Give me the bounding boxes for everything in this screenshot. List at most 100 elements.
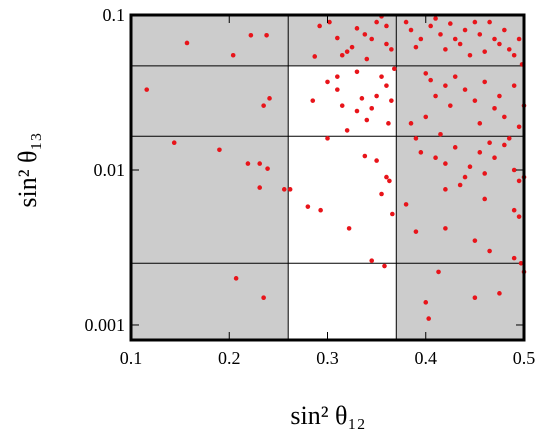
data-point bbox=[502, 27, 507, 33]
data-point bbox=[305, 204, 311, 209]
data-point bbox=[497, 291, 502, 296]
data-point bbox=[511, 167, 517, 173]
data-point bbox=[426, 316, 431, 321]
data-point bbox=[264, 32, 269, 38]
data-point bbox=[413, 44, 419, 50]
data-point bbox=[516, 36, 522, 42]
y-tick-label: 0.1 bbox=[103, 5, 126, 25]
data-point bbox=[384, 41, 389, 47]
data-point bbox=[438, 32, 443, 37]
y-tick-label: 0.001 bbox=[85, 315, 126, 335]
data-point bbox=[502, 114, 507, 120]
data-point bbox=[467, 164, 473, 170]
data-point bbox=[369, 36, 375, 42]
data-point bbox=[408, 27, 414, 33]
data-point bbox=[267, 96, 272, 101]
data-point bbox=[408, 121, 414, 126]
data-point bbox=[448, 103, 453, 108]
data-point bbox=[346, 226, 352, 231]
data-point bbox=[443, 161, 448, 166]
data-point bbox=[443, 187, 448, 192]
data-point bbox=[265, 166, 270, 171]
data-point bbox=[477, 121, 483, 126]
data-point bbox=[257, 185, 263, 190]
data-point bbox=[443, 47, 448, 52]
data-point bbox=[433, 16, 438, 21]
data-point bbox=[384, 174, 389, 180]
data-point bbox=[317, 23, 322, 29]
data-point bbox=[472, 238, 478, 243]
data-point bbox=[428, 77, 433, 83]
data-point bbox=[248, 32, 254, 38]
x-tick-label: 0.3 bbox=[316, 348, 339, 368]
data-point bbox=[403, 19, 409, 25]
data-point bbox=[339, 52, 345, 58]
data-point bbox=[144, 87, 150, 92]
data-point bbox=[364, 117, 370, 123]
data-point bbox=[518, 261, 524, 266]
data-point bbox=[325, 136, 330, 141]
data-point bbox=[245, 161, 251, 166]
data-point bbox=[482, 49, 488, 54]
data-point bbox=[413, 136, 419, 141]
data-point bbox=[497, 93, 502, 99]
data-point bbox=[487, 140, 492, 145]
data-point bbox=[281, 187, 287, 192]
x-tick-label: 0.5 bbox=[513, 348, 536, 368]
data-point bbox=[359, 96, 365, 101]
data-point bbox=[472, 19, 478, 25]
data-point bbox=[382, 263, 387, 269]
data-point bbox=[386, 121, 391, 126]
x-axis-label: sin² θ₁₂ bbox=[290, 401, 365, 430]
data-point bbox=[335, 87, 340, 92]
data-point bbox=[339, 103, 345, 108]
data-point bbox=[428, 23, 433, 29]
y-axis-label: sin² θ₁₃ bbox=[13, 132, 42, 207]
data-point bbox=[184, 40, 190, 46]
data-point bbox=[423, 300, 429, 305]
data-point bbox=[462, 27, 468, 33]
data-point bbox=[390, 211, 395, 217]
data-point bbox=[364, 56, 370, 62]
data-point bbox=[492, 155, 497, 161]
data-point bbox=[477, 150, 483, 155]
data-point bbox=[384, 23, 389, 29]
allowed-region bbox=[288, 65, 397, 341]
data-point bbox=[516, 124, 522, 130]
data-point bbox=[362, 32, 368, 37]
data-point bbox=[325, 79, 330, 85]
data-point bbox=[392, 66, 397, 72]
data-point bbox=[482, 79, 488, 85]
data-point bbox=[387, 178, 392, 184]
data-point bbox=[511, 83, 517, 88]
data-point bbox=[374, 158, 379, 163]
data-point bbox=[452, 36, 458, 42]
x-tick-label: 0.1 bbox=[120, 348, 143, 368]
data-point bbox=[418, 36, 424, 42]
data-point bbox=[354, 26, 360, 31]
data-point bbox=[389, 98, 394, 103]
data-point bbox=[502, 142, 507, 148]
data-point bbox=[457, 41, 463, 47]
data-point bbox=[261, 295, 266, 300]
x-tick-label: 0.2 bbox=[218, 348, 241, 368]
data-point bbox=[472, 98, 478, 103]
data-point bbox=[433, 93, 438, 99]
data-point bbox=[389, 47, 394, 52]
data-point bbox=[436, 269, 441, 275]
data-point bbox=[257, 161, 263, 166]
data-point bbox=[403, 202, 409, 207]
data-point bbox=[335, 74, 340, 79]
data-point bbox=[511, 52, 517, 58]
data-point bbox=[384, 83, 389, 88]
data-point bbox=[413, 229, 419, 234]
data-point bbox=[477, 32, 483, 37]
data-point bbox=[349, 44, 355, 50]
data-point bbox=[379, 74, 384, 79]
data-point bbox=[261, 103, 266, 108]
data-point bbox=[354, 108, 360, 114]
data-point bbox=[335, 35, 340, 41]
data-point bbox=[318, 207, 323, 213]
data-point bbox=[369, 106, 375, 111]
data-point bbox=[487, 248, 492, 254]
